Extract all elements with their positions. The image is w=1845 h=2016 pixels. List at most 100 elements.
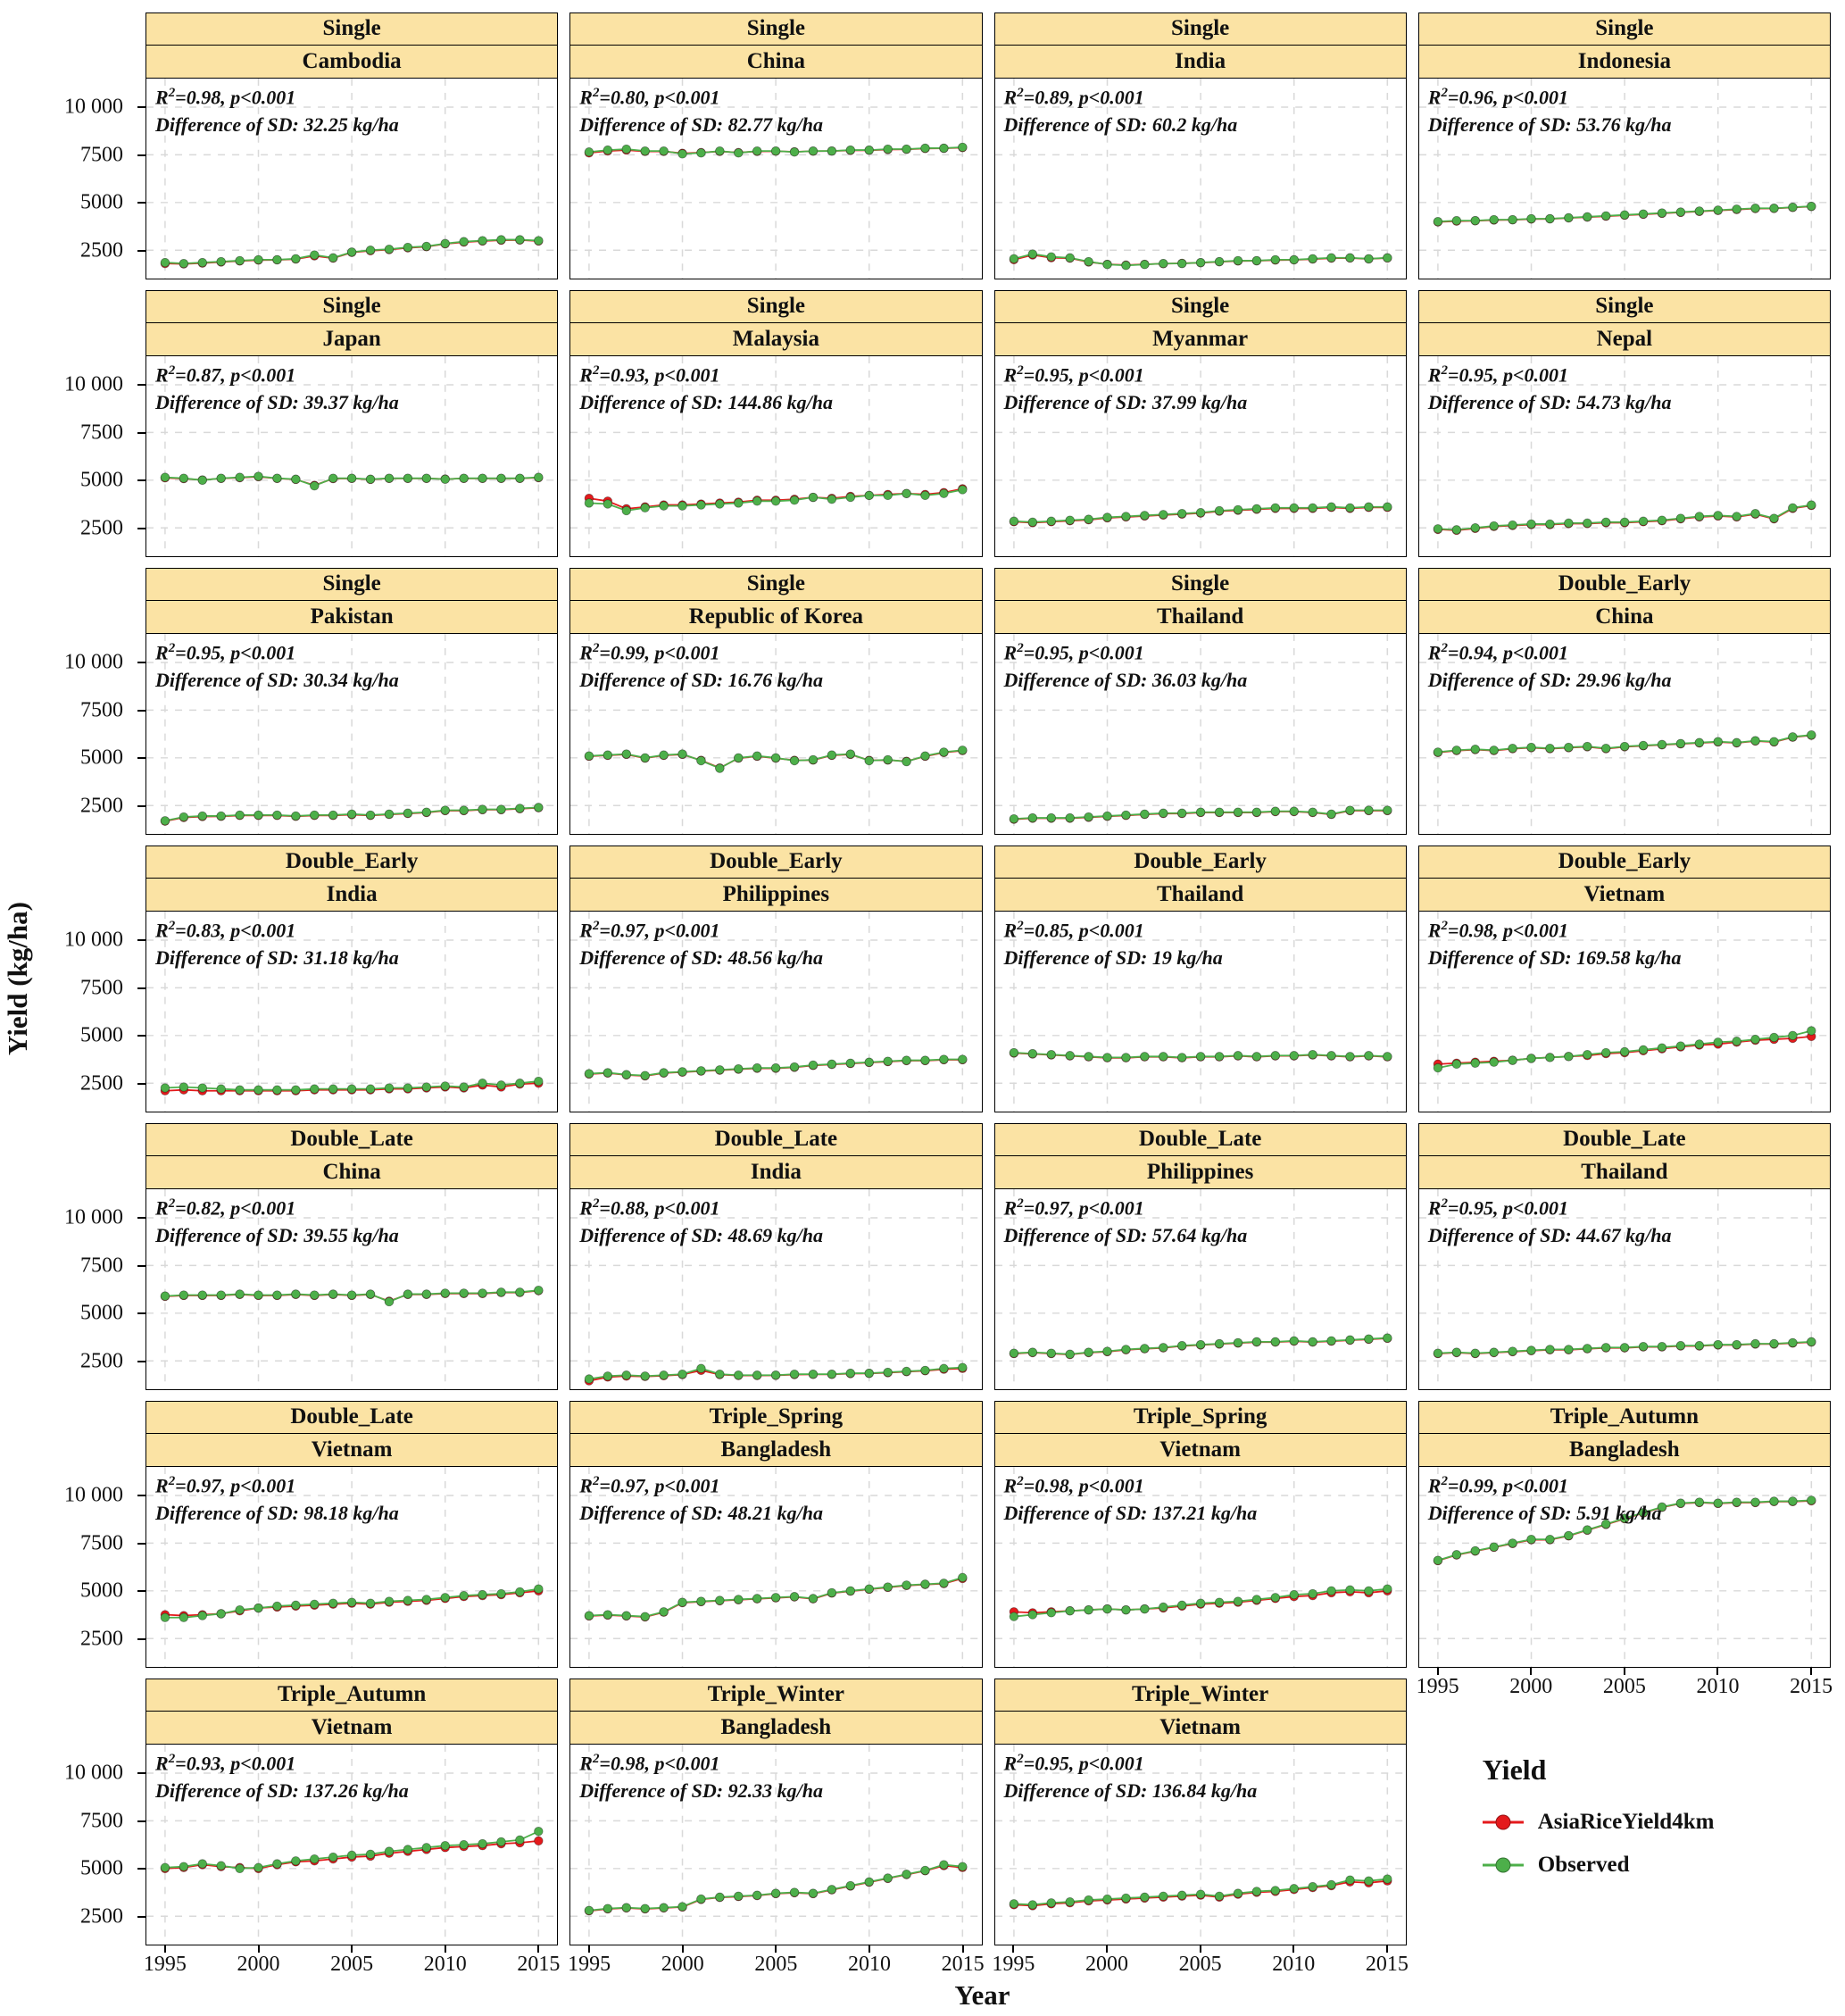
y-tick-mark xyxy=(137,1590,145,1593)
r2-text: R2=0.87, p<0.001 xyxy=(155,362,296,387)
y-tick-label: 2500 xyxy=(80,1904,123,1929)
y-tick-mark xyxy=(137,662,145,664)
y-tick-label: 5000 xyxy=(80,746,123,770)
r2-text: R2=0.95, p<0.001 xyxy=(1003,362,1144,387)
facet-strip-country: Japan xyxy=(145,322,559,356)
x-tick-mark xyxy=(1623,1666,1625,1675)
y-tick-mark xyxy=(137,1637,145,1640)
x-tick-mark xyxy=(1436,1666,1439,1675)
facet-strip-season: Single xyxy=(1417,12,1831,46)
facet-strip-country: Cambodia xyxy=(145,45,559,79)
r2-text: R2=0.97, p<0.001 xyxy=(579,1473,720,1497)
y-tick-label: 2500 xyxy=(80,516,123,540)
line-chart xyxy=(1418,633,1830,834)
r2-text: R2=0.98, p<0.001 xyxy=(155,85,296,109)
annotation: R2=0.99, p<0.001 Difference of SD: 16.76… xyxy=(579,635,823,694)
facet-panel: Triple_Autumn Vietnam R2=0.93, p<0.001 D… xyxy=(144,1679,560,1976)
x-tick-mark xyxy=(1292,1944,1295,1953)
facet-strip-season: Double_Early xyxy=(1417,846,1831,879)
annotation: R2=0.98, p<0.001 Difference of SD: 92.33… xyxy=(579,1745,823,1804)
plot-area: R2=0.94, p<0.001 Difference of SD: 29.96… xyxy=(1417,633,1831,835)
facet-strip-season: Single xyxy=(145,568,559,601)
x-tick-mark xyxy=(1106,1944,1109,1953)
facet-panel: Double_Late India R2=0.88, p<0.001 Diffe… xyxy=(569,1123,983,1390)
y-tick-mark xyxy=(137,987,145,989)
x-tick-label: 2000 xyxy=(1085,1952,1129,1976)
y-tick-mark xyxy=(137,1360,145,1362)
x-axis-title: Year xyxy=(954,1979,1010,2011)
y-tick-label: 2500 xyxy=(80,238,123,262)
facet-strip-country: China xyxy=(569,45,983,79)
facet-strip-season: Double_Early xyxy=(569,846,983,879)
y-tick-mark xyxy=(137,1868,145,1870)
facet-strip-season: Double_Early xyxy=(1417,568,1831,601)
x-tick-mark xyxy=(1810,1666,1813,1675)
facet-grid: 2500 5000 7500 10 000 Single Cambodia R2=0.… xyxy=(41,12,1833,1976)
annotation: R2=0.88, p<0.001 Difference of SD: 48.69… xyxy=(579,1190,823,1249)
line-chart xyxy=(1418,911,1830,1112)
facet-strip-country: Philippines xyxy=(993,1155,1407,1189)
y-tick-label: 7500 xyxy=(80,976,123,1000)
x-tick-mark xyxy=(868,1944,870,1953)
annotation: R2=0.97, p<0.001 Difference of SD: 48.21… xyxy=(579,1468,823,1527)
y-tick-label: 2500 xyxy=(80,794,123,818)
y-tick-mark xyxy=(137,384,145,387)
facet-strip-country: China xyxy=(145,1155,559,1189)
facet-panel: Triple_Spring Vietnam R2=0.98, p<0.001 D… xyxy=(993,1401,1407,1668)
y-tick-mark xyxy=(137,939,145,942)
facet-panel: Double_Early Vietnam R2=0.98, p<0.001 Di… xyxy=(1417,846,1831,1112)
facet-strip-country: Pakistan xyxy=(145,600,559,634)
facet-strip-season: Double_Late xyxy=(569,1123,983,1156)
y-tick-label: 10 000 xyxy=(64,95,123,119)
y-tick-mark xyxy=(137,1035,145,1037)
y-axis-ticks: 2500 5000 7500 10 000 xyxy=(41,12,145,279)
facet-strip-season: Double_Late xyxy=(993,1123,1407,1156)
plot-area: R2=0.89, p<0.001 Difference of SD: 60.2 … xyxy=(993,78,1407,279)
y-tick-mark xyxy=(137,154,145,156)
legend-item-observed: Observed xyxy=(1482,1853,1831,1878)
facet-panel: Triple_Winter Bangladesh R2=0.98, p<0.00… xyxy=(568,1679,985,1976)
y-tick-label: 5000 xyxy=(80,190,123,214)
facet-panel: Double_Early India R2=0.83, p<0.001 Diff… xyxy=(145,846,559,1112)
line-chart xyxy=(570,1188,982,1389)
sd-text: Difference of SD: 137.21 kg/ha xyxy=(1003,1502,1258,1525)
facet-strip-country: Philippines xyxy=(569,878,983,912)
facet-strip-season: Single xyxy=(569,290,983,323)
facet-strip-country: Vietnam xyxy=(993,1433,1407,1467)
sd-text: Difference of SD: 19 kg/ha xyxy=(1003,946,1223,970)
line-chart xyxy=(146,1188,558,1389)
plot-area: R2=0.98, p<0.001 Difference of SD: 32.25… xyxy=(145,78,559,279)
line-chart xyxy=(570,633,982,834)
r2-text: R2=0.93, p<0.001 xyxy=(579,362,720,387)
legend-item-label: Observed xyxy=(1537,1853,1630,1877)
plot-area: R2=0.99, p<0.001 Difference of SD: 5.91 … xyxy=(1417,1466,1833,1698)
y-axis-ticks: 2500 5000 7500 10 000 xyxy=(41,1679,145,1945)
facet-panel: Double_Late China R2=0.82, p<0.001 Diffe… xyxy=(145,1123,559,1390)
sd-text: Difference of SD: 31.18 kg/ha xyxy=(155,946,399,970)
facet-panel: Double_Early China R2=0.94, p<0.001 Diff… xyxy=(1417,568,1831,835)
facet-strip-country: Malaysia xyxy=(569,322,983,356)
x-tick-mark xyxy=(775,1944,777,1953)
x-tick-label: 2005 xyxy=(330,1952,374,1976)
facet-strip-country: India xyxy=(145,878,559,912)
line-chart xyxy=(146,78,558,279)
x-tick-mark xyxy=(588,1944,591,1953)
r2-text: R2=0.95, p<0.001 xyxy=(1003,1751,1144,1775)
line-chart xyxy=(1418,78,1830,279)
plot-area: R2=0.97, p<0.001 Difference of SD: 57.64… xyxy=(993,1188,1407,1390)
annotation: R2=0.95, p<0.001 Difference of SD: 44.67… xyxy=(1428,1190,1672,1249)
sd-text: Difference of SD: 48.69 kg/ha xyxy=(579,1224,823,1247)
y-tick-mark xyxy=(137,202,145,204)
y-tick-label: 10 000 xyxy=(64,928,123,952)
y-tick-mark xyxy=(137,1082,145,1085)
x-tick-label: 1995 xyxy=(568,1952,611,1976)
facet-panel: Double_Late Thailand R2=0.95, p<0.001 Di… xyxy=(1417,1123,1831,1390)
sd-text: Difference of SD: 44.67 kg/ha xyxy=(1427,1224,1672,1247)
facet-panel: Triple_Winter Vietnam R2=0.95, p<0.001 D… xyxy=(992,1679,1409,1976)
x-tick-label: 2010 xyxy=(423,1952,467,1976)
y-tick-mark xyxy=(137,1915,145,1918)
y-tick-mark xyxy=(137,804,145,807)
sd-text: Difference of SD: 29.96 kg/ha xyxy=(1427,669,1672,692)
annotation: R2=0.97, p<0.001 Difference of SD: 57.64… xyxy=(1004,1190,1248,1249)
facet-strip-country: India xyxy=(993,45,1407,79)
